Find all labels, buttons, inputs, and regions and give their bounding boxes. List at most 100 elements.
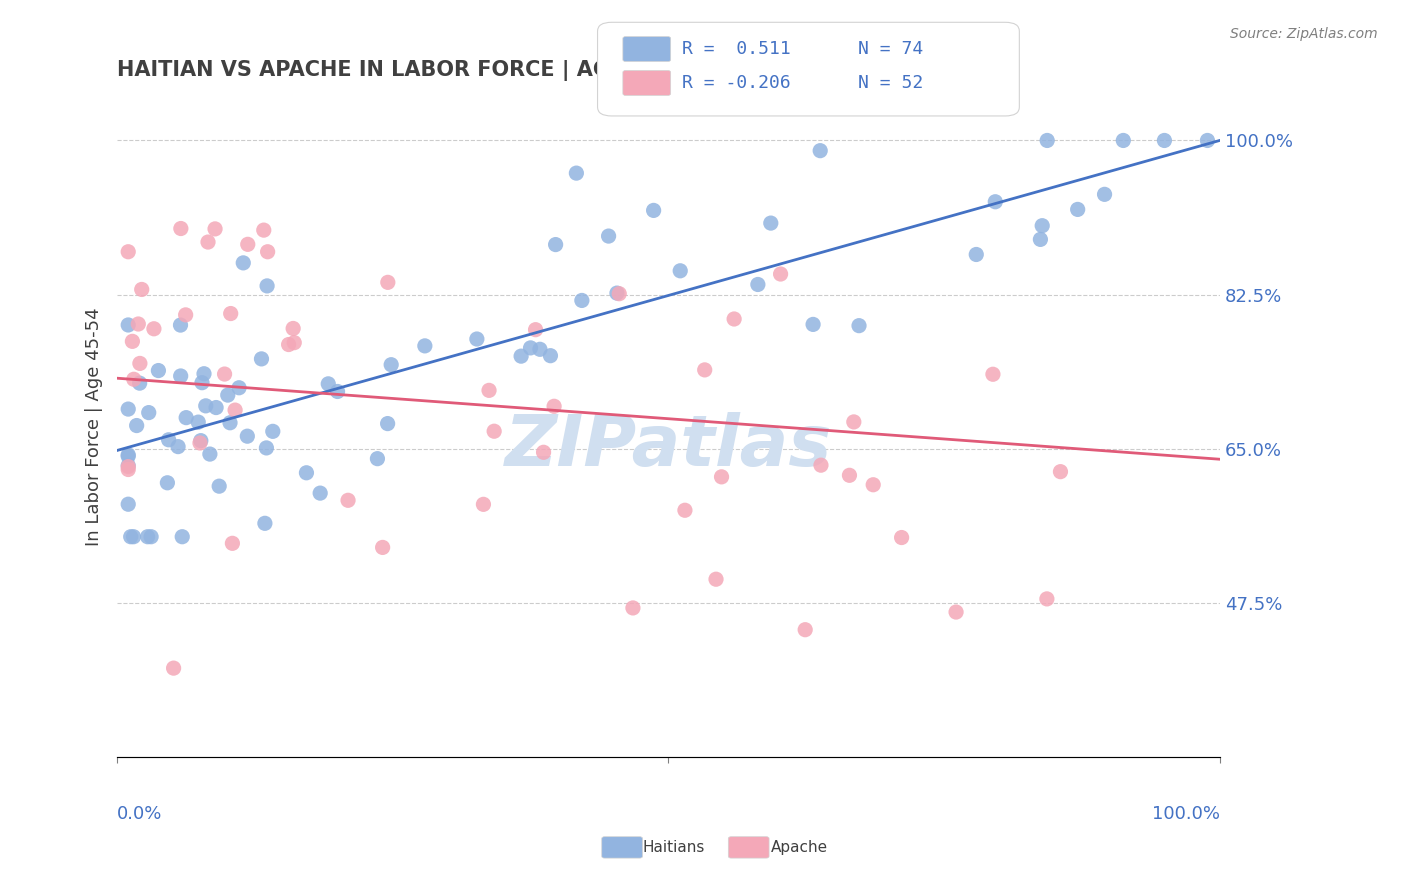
Point (277, 337, 299, 351)
Point (316, 376, 339, 391)
Point (156, 475, 179, 490)
Point (117, 318, 139, 332)
Text: R = -0.206: R = -0.206 (682, 74, 790, 92)
Point (478, 384, 501, 398)
Point (808, 144, 831, 158)
Point (794, 623, 817, 637)
Point (519, 341, 541, 355)
Point (1197, 133, 1219, 147)
Point (117, 448, 139, 462)
Point (759, 216, 782, 230)
Point (138, 406, 160, 420)
Point (232, 256, 254, 270)
Point (309, 486, 332, 500)
Y-axis label: In Labor Force | Age 45-54: In Labor Force | Age 45-54 (86, 308, 103, 546)
Point (838, 468, 860, 483)
Point (673, 503, 696, 517)
Text: Source: ZipAtlas.com: Source: ZipAtlas.com (1230, 27, 1378, 41)
Point (205, 401, 228, 415)
Point (1036, 591, 1059, 606)
Point (254, 441, 277, 455)
Point (533, 445, 555, 459)
Point (598, 229, 620, 244)
Point (1066, 202, 1088, 217)
Point (117, 244, 139, 259)
Point (1036, 133, 1059, 147)
Point (262, 425, 284, 439)
Point (413, 339, 436, 353)
Text: 100.0%: 100.0% (1152, 805, 1220, 823)
Point (693, 363, 716, 377)
Point (157, 433, 180, 447)
Point (543, 399, 565, 413)
Point (117, 402, 139, 417)
Point (848, 318, 870, 333)
Point (224, 403, 246, 417)
Point (1029, 232, 1052, 246)
Point (377, 276, 399, 290)
Point (669, 264, 692, 278)
Point (221, 536, 243, 550)
Point (208, 479, 231, 493)
Text: N = 52: N = 52 (858, 74, 922, 92)
Point (190, 434, 212, 448)
Point (194, 399, 217, 413)
Point (606, 286, 628, 301)
Point (117, 449, 139, 463)
Point (371, 541, 394, 555)
Point (170, 368, 193, 383)
Point (219, 307, 242, 321)
Point (253, 223, 276, 237)
Point (197, 235, 219, 249)
Point (117, 497, 139, 511)
Point (117, 459, 139, 474)
Point (769, 267, 792, 281)
Point (122, 372, 145, 386)
Point (167, 440, 190, 454)
Text: ZIPatlas: ZIPatlas (505, 412, 832, 481)
Point (723, 312, 745, 326)
Point (337, 493, 360, 508)
Point (981, 368, 1004, 382)
Text: 0.0%: 0.0% (117, 805, 163, 823)
Point (193, 367, 215, 381)
Point (122, 530, 145, 544)
Point (117, 458, 139, 473)
Point (128, 356, 150, 370)
Point (253, 516, 276, 531)
Point (1049, 465, 1071, 479)
Point (510, 349, 533, 363)
Text: Apache: Apache (770, 840, 828, 855)
Point (643, 203, 665, 218)
Point (142, 322, 165, 336)
Point (607, 286, 630, 301)
Text: N = 74: N = 74 (858, 40, 922, 58)
Point (1031, 219, 1053, 233)
Point (529, 343, 551, 357)
Point (571, 293, 593, 308)
Point (174, 410, 197, 425)
Point (544, 237, 567, 252)
Point (621, 601, 644, 615)
Point (524, 323, 547, 337)
Point (890, 531, 912, 545)
Point (187, 415, 209, 429)
Point (236, 429, 259, 443)
Point (710, 470, 733, 484)
Point (984, 194, 1007, 209)
Point (965, 247, 987, 261)
Point (1094, 187, 1116, 202)
Point (139, 530, 162, 544)
Point (704, 572, 727, 586)
Point (174, 308, 197, 322)
Point (219, 416, 242, 430)
Point (120, 530, 142, 544)
Point (131, 282, 153, 296)
Point (228, 381, 250, 395)
Point (169, 318, 191, 332)
Point (148, 363, 170, 377)
Point (862, 477, 884, 491)
Point (117, 462, 139, 476)
Point (842, 415, 865, 429)
Point (326, 384, 349, 399)
